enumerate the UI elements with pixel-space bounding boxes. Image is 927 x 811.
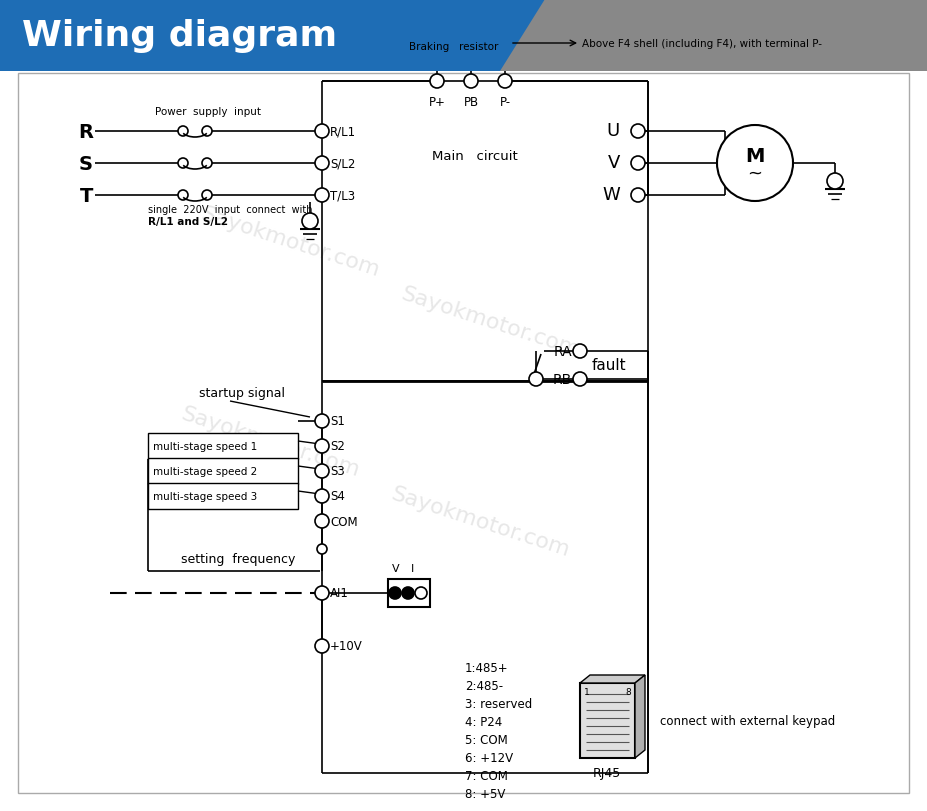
Circle shape	[317, 544, 327, 554]
Text: T/L3: T/L3	[330, 189, 355, 202]
Text: 1: 1	[584, 687, 590, 696]
Text: +10V: +10V	[330, 640, 362, 653]
Circle shape	[202, 127, 212, 137]
Text: RJ45: RJ45	[593, 766, 621, 779]
Circle shape	[178, 191, 188, 201]
Circle shape	[498, 75, 512, 89]
Text: 4: P24: 4: P24	[465, 715, 502, 728]
Text: R/L1: R/L1	[330, 126, 356, 139]
Text: AI1: AI1	[330, 587, 349, 600]
Text: T: T	[80, 187, 93, 205]
Text: multi-stage speed 1: multi-stage speed 1	[153, 441, 258, 452]
Circle shape	[631, 157, 645, 171]
Text: R: R	[78, 122, 93, 141]
Polygon shape	[445, 0, 927, 72]
Text: P-: P-	[500, 96, 511, 109]
Text: Sayokmotor.com: Sayokmotor.com	[178, 403, 362, 480]
Circle shape	[315, 157, 329, 171]
Bar	[18, 74, 909, 793]
Text: S: S	[79, 154, 93, 174]
Text: S3: S3	[330, 465, 345, 478]
Text: 2:485-: 2:485-	[465, 680, 503, 693]
Circle shape	[315, 465, 329, 478]
Circle shape	[178, 159, 188, 169]
Circle shape	[315, 514, 329, 528]
Polygon shape	[0, 0, 545, 72]
Text: I: I	[411, 564, 413, 573]
Text: fault: fault	[592, 358, 627, 373]
Polygon shape	[580, 676, 645, 683]
Text: COM: COM	[330, 515, 358, 528]
Text: Above F4 shell (including F4), with terminal P-: Above F4 shell (including F4), with term…	[582, 39, 822, 49]
Text: S1: S1	[330, 415, 345, 428]
Text: Power  supply  input: Power supply input	[155, 107, 261, 117]
Text: ~: ~	[747, 165, 763, 182]
Text: Sayokmotor.com: Sayokmotor.com	[388, 483, 572, 560]
Circle shape	[315, 440, 329, 453]
Text: 6: +12V: 6: +12V	[465, 752, 514, 765]
Circle shape	[415, 587, 427, 599]
Text: Wiring diagram: Wiring diagram	[22, 19, 337, 53]
Text: setting  frequency: setting frequency	[181, 552, 295, 565]
Text: startup signal: startup signal	[199, 387, 285, 400]
Bar	[148, 433, 298, 460]
Circle shape	[827, 174, 843, 190]
Circle shape	[717, 126, 793, 202]
Text: Braking   resistor: Braking resistor	[410, 42, 499, 52]
Text: Main   circuit: Main circuit	[432, 150, 518, 163]
Text: M: M	[745, 146, 765, 165]
Circle shape	[573, 345, 587, 358]
Text: connect with external keypad: connect with external keypad	[660, 714, 835, 727]
Circle shape	[315, 586, 329, 600]
Circle shape	[573, 372, 587, 387]
Text: multi-stage speed 2: multi-stage speed 2	[153, 466, 258, 476]
Text: V: V	[392, 564, 400, 573]
Circle shape	[402, 587, 414, 599]
Circle shape	[389, 587, 401, 599]
Text: 5: COM: 5: COM	[465, 734, 508, 747]
Text: Sayokmotor.com: Sayokmotor.com	[398, 283, 582, 360]
Text: PB: PB	[464, 96, 478, 109]
Circle shape	[315, 489, 329, 504]
Text: W: W	[603, 186, 620, 204]
Text: S4: S4	[330, 490, 345, 503]
Circle shape	[631, 189, 645, 203]
Circle shape	[202, 191, 212, 201]
Text: Sayokmotor.com: Sayokmotor.com	[198, 204, 382, 280]
Circle shape	[464, 75, 478, 89]
Circle shape	[202, 159, 212, 169]
Circle shape	[631, 125, 645, 139]
Text: single  220V  input  connect  with: single 220V input connect with	[148, 204, 312, 215]
Text: 8: +5V: 8: +5V	[465, 787, 505, 800]
Text: U: U	[607, 122, 620, 139]
Text: S2: S2	[330, 440, 345, 453]
Text: R/L1 and S/L2: R/L1 and S/L2	[148, 217, 228, 227]
Text: V: V	[607, 154, 620, 172]
Circle shape	[315, 414, 329, 428]
Circle shape	[302, 214, 318, 230]
Circle shape	[178, 127, 188, 137]
Text: RA: RA	[553, 345, 572, 358]
Text: 8: 8	[625, 687, 631, 696]
Text: 1:485+: 1:485+	[465, 662, 509, 675]
Circle shape	[315, 639, 329, 653]
Bar	[388, 579, 430, 607]
Circle shape	[315, 125, 329, 139]
Circle shape	[315, 189, 329, 203]
Bar	[148, 458, 298, 484]
Circle shape	[529, 372, 543, 387]
Text: P+: P+	[428, 96, 446, 109]
Text: S/L2: S/L2	[330, 157, 355, 170]
Bar	[580, 683, 635, 758]
Text: 3: reserved: 3: reserved	[465, 697, 532, 710]
Circle shape	[430, 75, 444, 89]
Text: 7: COM: 7: COM	[465, 770, 508, 783]
Bar	[148, 483, 298, 509]
Text: RB: RB	[552, 372, 572, 387]
Text: multi-stage speed 3: multi-stage speed 3	[153, 491, 258, 501]
Polygon shape	[635, 676, 645, 758]
